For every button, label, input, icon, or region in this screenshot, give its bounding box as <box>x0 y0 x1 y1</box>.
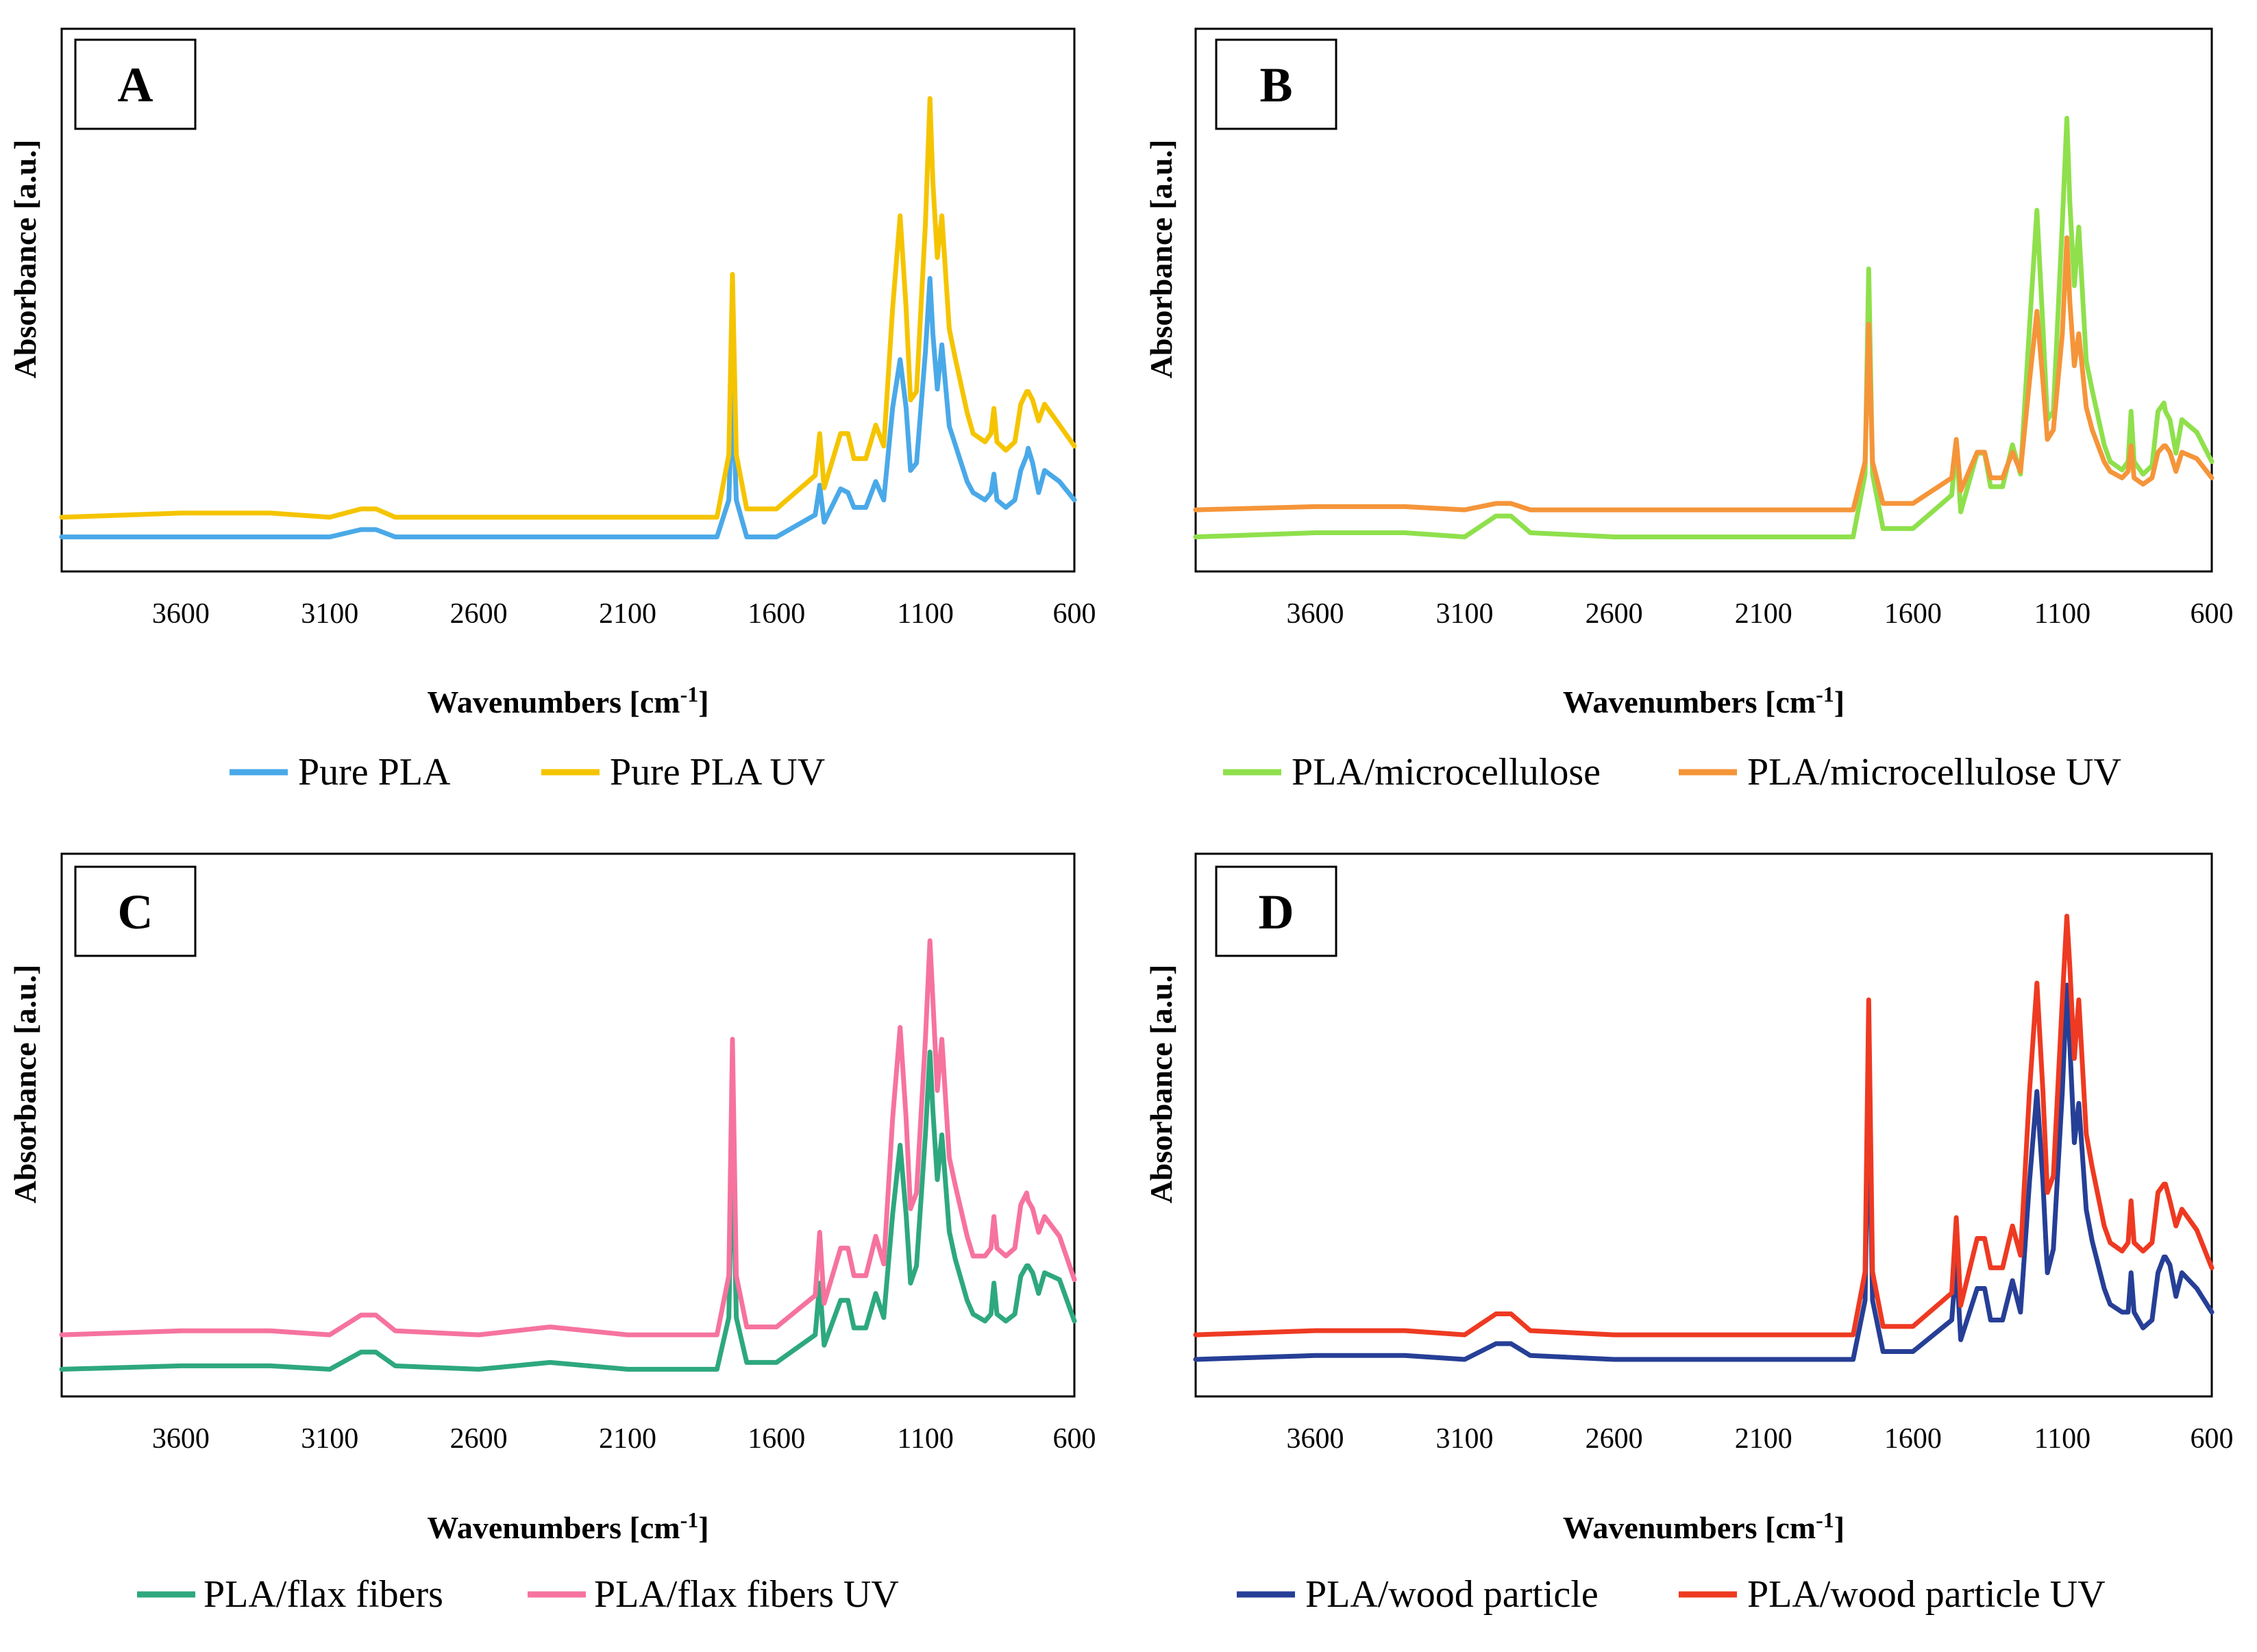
panel-label: B <box>1259 58 1292 112</box>
y-axis-title: Absorbance [a.u.] <box>8 965 42 1204</box>
panel-label-box <box>74 38 197 130</box>
panel-b: 3600 3100 2600 2100 1600 1100 600 Wavenumbers [… <box>1144 27 2234 793</box>
legend-label: PLA/microcellulose UV <box>1747 751 2121 793</box>
legend-label: PLA/flax fibers <box>204 1573 443 1616</box>
x-tick-label: 2600 <box>1586 1423 1643 1455</box>
panel-d: 3600 3100 2600 2100 1600 1100 600 Wavenumbers [… <box>1144 852 2234 1616</box>
x-axis-title: Wavenumbers [cm-1] <box>427 1507 708 1545</box>
legend-label: Pure PLA <box>298 751 451 793</box>
series-line-2 <box>1193 913 2215 1337</box>
legend-label: PLA/microcellulose <box>1292 751 1601 793</box>
plot-area-frame <box>1194 852 2213 1398</box>
legend-label: Pure PLA UV <box>610 751 825 793</box>
plot-area-frame <box>1194 27 2213 573</box>
series-line-2 <box>59 938 1077 1337</box>
series-line-2 <box>59 96 1077 520</box>
x-tick-label: 600 <box>1053 1423 1096 1455</box>
series-line-1 <box>59 1049 1077 1372</box>
panel-label: A <box>118 58 153 112</box>
panel-label: D <box>1259 885 1294 939</box>
legend-label: PLA/wood particle <box>1305 1573 1599 1616</box>
x-tick-label: 1100 <box>2034 598 2090 630</box>
x-tick-label: 2100 <box>599 1423 656 1455</box>
x-tick-label: 2100 <box>599 598 656 630</box>
legend-label: PLA/flax fibers UV <box>594 1573 899 1616</box>
x-tick-label: 1600 <box>748 1423 805 1455</box>
x-tick-label: 3100 <box>301 598 358 630</box>
x-tick-label: 3600 <box>152 1423 210 1455</box>
series-line-1 <box>59 275 1077 540</box>
series-line-1 <box>1193 983 2215 1362</box>
x-tick-label: 2600 <box>1586 598 1643 630</box>
y-axis-title: Absorbance [a.u.] <box>1144 965 1179 1204</box>
x-tick-label: 600 <box>1053 598 1096 630</box>
x-tick-label: 600 <box>2191 1423 2234 1455</box>
series-line-1 <box>1193 116 2215 540</box>
x-tick-label: 3600 <box>1286 598 1344 630</box>
plot-area-frame <box>60 27 1076 573</box>
x-tick-label: 2600 <box>450 598 508 630</box>
panel-c: 3600 3100 2600 2100 1600 1100 600 Wavenumbers [… <box>8 852 1096 1616</box>
x-tick-label: 2100 <box>1735 1423 1792 1455</box>
panel-label-box <box>74 865 197 957</box>
x-tick-label: 1600 <box>1884 1423 1942 1455</box>
x-tick-label: 3100 <box>1436 598 1494 630</box>
x-axis-title: Wavenumbers [cm-1] <box>1563 682 1845 719</box>
panel-label-box <box>1215 865 1337 957</box>
x-tick-label: 1100 <box>2034 1423 2090 1455</box>
x-tick-label: 1600 <box>748 598 805 630</box>
x-tick-label: 600 <box>2191 598 2234 630</box>
x-tick-label: 1100 <box>897 1423 953 1455</box>
y-axis-title: Absorbance [a.u.] <box>8 140 42 379</box>
panel-label-box <box>1215 38 1337 130</box>
x-tick-label: 3600 <box>152 598 210 630</box>
x-tick-label: 3100 <box>301 1423 358 1455</box>
x-tick-label: 3100 <box>1436 1423 1494 1455</box>
x-tick-label: 2600 <box>450 1423 508 1455</box>
panel-label: C <box>118 885 153 939</box>
x-tick-label: 1600 <box>1884 598 1942 630</box>
plot-area-frame <box>60 852 1076 1398</box>
series-line-2 <box>1193 235 2215 513</box>
x-tick-label: 1100 <box>897 598 953 630</box>
x-tick-label: 3600 <box>1286 1423 1344 1455</box>
x-axis-title: Wavenumbers [cm-1] <box>1563 1507 1845 1545</box>
x-tick-label: 2100 <box>1735 598 1792 630</box>
x-axis-title: Wavenumbers [cm-1] <box>427 682 708 719</box>
panel-a: 3600 3100 2600 2100 1600 1100 600 Wavenumbers [… <box>8 27 1096 793</box>
y-axis-title: Absorbance [a.u.] <box>1144 140 1179 379</box>
legend-label: PLA/wood particle UV <box>1747 1573 2106 1616</box>
